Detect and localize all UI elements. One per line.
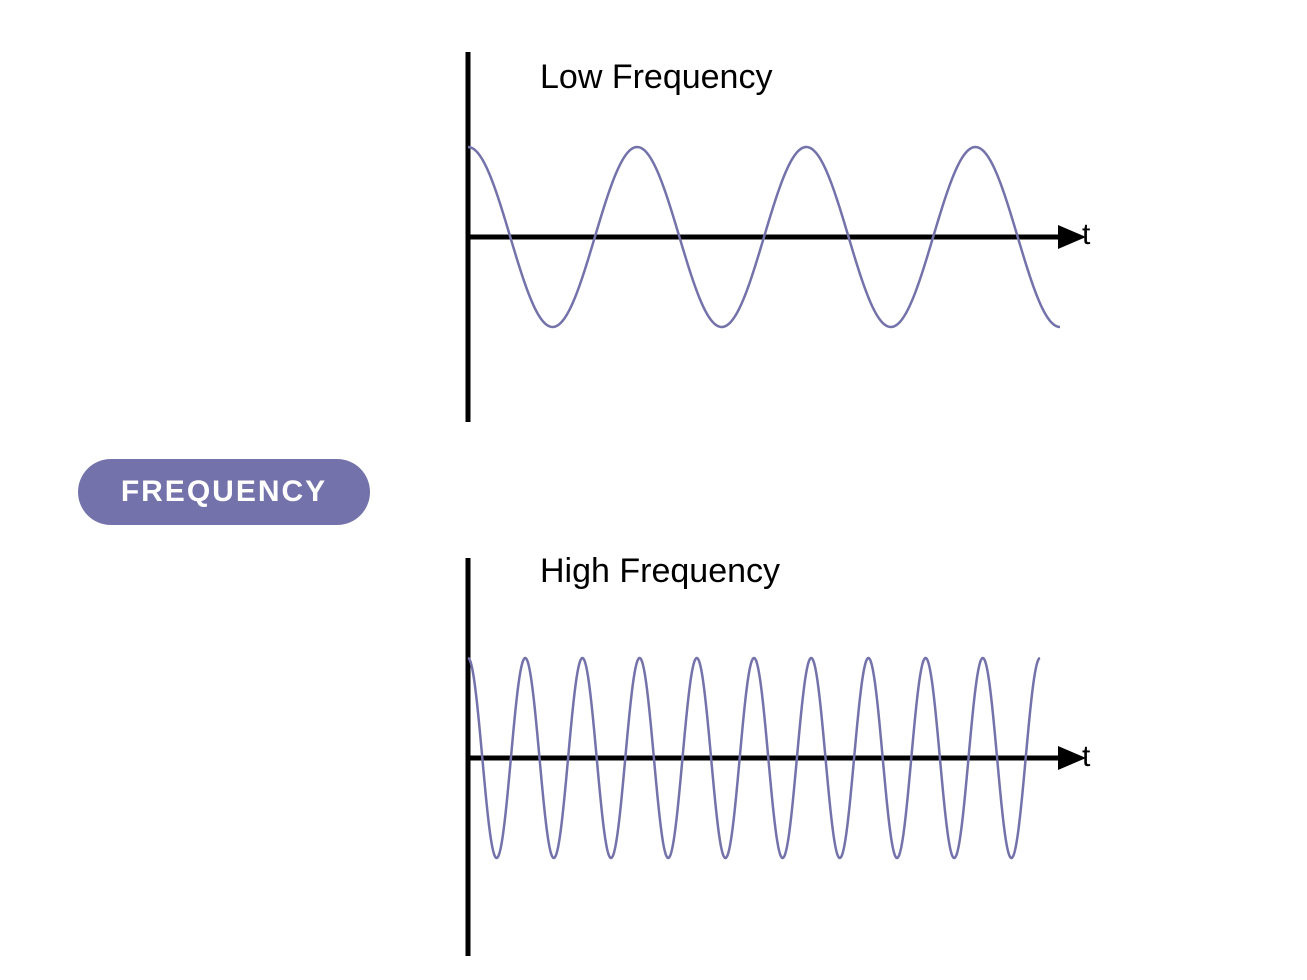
frequency-badge-text: FREQUENCY: [121, 475, 327, 509]
high-frequency-plot: [460, 558, 1090, 956]
low-frequency-plot: [460, 52, 1090, 422]
low-x-axis-label: t: [1082, 218, 1090, 252]
high-x-axis-label: t: [1082, 740, 1090, 774]
frequency-badge: FREQUENCY: [78, 459, 370, 525]
